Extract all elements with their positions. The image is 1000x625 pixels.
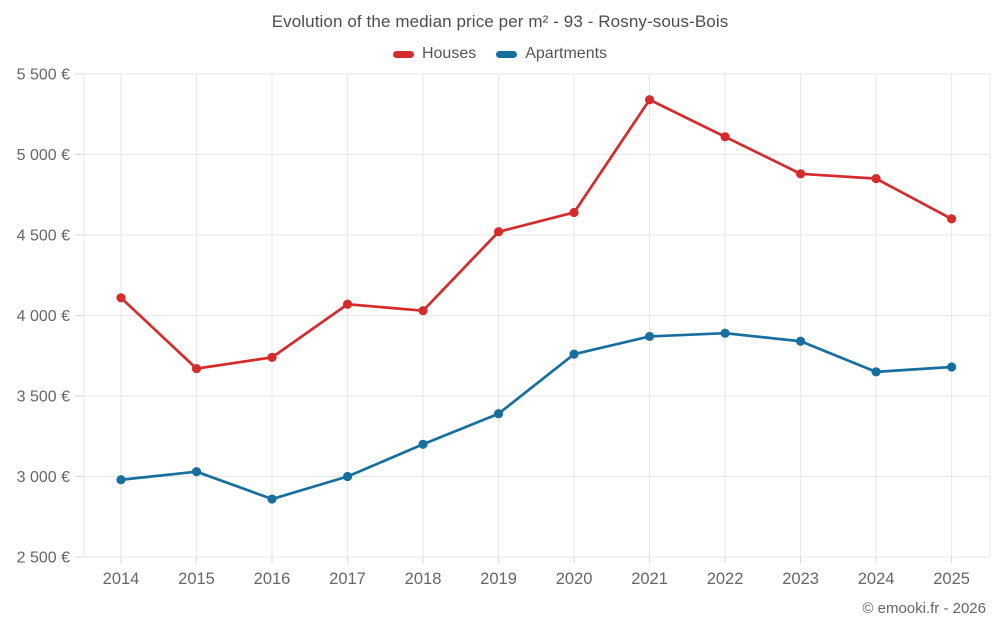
x-axis-label: 2020 bbox=[556, 570, 593, 588]
apartments-data-point-2016[interactable] bbox=[267, 494, 277, 504]
x-axis-label: 2016 bbox=[254, 570, 291, 588]
houses-data-point-2025[interactable] bbox=[947, 214, 957, 224]
apartments-data-point-2018[interactable] bbox=[418, 439, 428, 449]
attribution-text: © emooki.fr - 2026 bbox=[862, 600, 986, 617]
x-axis-label: 2025 bbox=[933, 570, 970, 588]
legend-label-houses: Houses bbox=[421, 45, 477, 62]
houses-data-point-2022[interactable] bbox=[720, 132, 730, 142]
apartments-data-point-2022[interactable] bbox=[720, 328, 730, 338]
houses-data-point-2020[interactable] bbox=[569, 207, 579, 218]
legend-item-houses[interactable]: Houses bbox=[392, 45, 477, 63]
apartments-data-point-2023[interactable] bbox=[795, 336, 806, 346]
apartments-data-point-2015[interactable] bbox=[191, 467, 202, 477]
x-axis-label: 2018 bbox=[405, 570, 442, 588]
apartments-data-point-2024[interactable] bbox=[871, 367, 881, 377]
houses-data-point-2016[interactable] bbox=[267, 352, 277, 362]
houses-data-point-2019[interactable] bbox=[493, 227, 504, 237]
apartments-data-point-2021[interactable] bbox=[644, 331, 655, 342]
x-axis-label: 2017 bbox=[329, 570, 366, 588]
houses-data-point-2021[interactable] bbox=[644, 95, 655, 105]
houses-data-point-2018[interactable] bbox=[418, 306, 428, 316]
x-axis-label: 2023 bbox=[782, 570, 819, 588]
x-axis-label: 2014 bbox=[103, 570, 140, 588]
y-axis-label: 3 000 € bbox=[17, 469, 70, 486]
apartments-data-point-2017[interactable] bbox=[342, 471, 353, 482]
houses-data-point-2015[interactable] bbox=[191, 364, 202, 374]
y-axis-label: 3 500 € bbox=[17, 389, 70, 406]
y-axis-label: 4 500 € bbox=[17, 228, 70, 245]
houses-data-point-2014[interactable] bbox=[116, 293, 126, 303]
y-axis-label: 5 000 € bbox=[17, 147, 70, 164]
houses-data-point-2024[interactable] bbox=[871, 174, 881, 184]
apartments-series-swatch-icon bbox=[496, 50, 518, 58]
houses-data-point-2017[interactable] bbox=[342, 299, 353, 309]
houses-data-point-2023[interactable] bbox=[795, 169, 806, 179]
chart-title: Evolution of the median price per m² - 9… bbox=[271, 12, 729, 31]
apartments-data-point-2025[interactable] bbox=[947, 362, 957, 372]
apartments-data-point-2020[interactable] bbox=[569, 349, 579, 359]
x-axis-label: 2024 bbox=[858, 570, 895, 588]
legend-item-apartments[interactable]: Apartments bbox=[496, 45, 607, 63]
x-axis-label: 2022 bbox=[707, 570, 744, 588]
legend-label-apartments: Apartments bbox=[525, 45, 608, 62]
apartments-data-point-2014[interactable] bbox=[116, 475, 126, 485]
y-axis-label: 2 500 € bbox=[17, 550, 70, 567]
x-axis-label: 2021 bbox=[631, 570, 668, 588]
x-axis-label: 2019 bbox=[480, 570, 517, 588]
y-axis-label: 5 500 € bbox=[17, 67, 70, 84]
x-axis-label: 2015 bbox=[178, 570, 215, 588]
y-axis-label: 4 000 € bbox=[17, 308, 70, 325]
houses-line bbox=[119, 98, 953, 370]
houses-series-swatch-icon bbox=[392, 50, 414, 58]
apartments-data-point-2019[interactable] bbox=[493, 409, 504, 419]
chart-legend: Houses Apartments bbox=[0, 45, 1000, 63]
apartments-line bbox=[119, 331, 953, 501]
